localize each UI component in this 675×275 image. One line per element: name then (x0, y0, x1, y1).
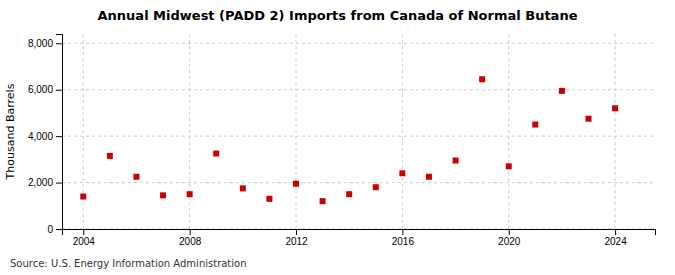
point (293, 181, 299, 187)
x-axis-tick: 2020 (498, 229, 521, 247)
grid-line-y (62, 89, 655, 90)
x-axis-tick-label: 2008 (179, 236, 202, 247)
point (373, 184, 379, 190)
point (107, 153, 113, 159)
x-axis-tick-label: 2012 (285, 236, 308, 247)
x-axis-tick: 2016 (392, 229, 415, 247)
y-axis-tick-mark (56, 136, 62, 137)
y-axis-title: Thousand Barrels (4, 83, 17, 180)
chart: 2004 2008 2012 2016 2020 2024 0 2,000 4,000 6,000… (0, 0, 675, 275)
point (346, 191, 352, 197)
y-axis-tick: 6,000 (28, 84, 62, 95)
point (612, 105, 618, 111)
y-axis-tick-label: 4,000 (28, 131, 53, 142)
y-axis: 0 2,000 4,000 6,000 8,000 (28, 35, 63, 235)
x-axis-tick-mark (190, 229, 191, 235)
y-axis-tick-mark (56, 43, 62, 44)
point (240, 185, 246, 191)
point (479, 76, 485, 82)
y-axis-tick: 4,000 (28, 131, 62, 142)
x-axis-tick: 2012 (285, 229, 308, 247)
point (399, 170, 405, 176)
x-axis: 2004 2008 2012 2016 2020 2024 (63, 229, 656, 247)
points (80, 76, 618, 204)
grid-line-x (615, 34, 616, 229)
grid-line-x (296, 34, 297, 229)
title: Annual Midwest (PADD 2) Imports from Can… (98, 8, 578, 23)
y-axis-tick-mark (56, 90, 62, 91)
point (213, 151, 219, 157)
x-axis-tick-mark (615, 229, 616, 235)
point (320, 198, 326, 204)
grid-line-x (402, 34, 403, 229)
point (586, 116, 592, 122)
grid-line-y (62, 136, 655, 137)
point (532, 122, 538, 128)
grid (62, 34, 655, 229)
x-axis-tick-mark (509, 229, 510, 235)
point (80, 194, 86, 200)
point (187, 191, 193, 197)
y-axis-tick-label: 6,000 (28, 84, 53, 95)
point (266, 196, 272, 202)
x-axis-line (63, 230, 656, 236)
y-axis-tick-mark (56, 229, 62, 230)
grid-line-x (83, 34, 84, 229)
point (133, 174, 139, 180)
y-axis-tick: 2,000 (28, 177, 62, 188)
grid-line-y (62, 182, 655, 183)
y-axis-tick-mark (56, 183, 62, 184)
x-axis-tick: 2004 (73, 229, 96, 247)
point (426, 174, 432, 180)
x-axis-tick-label: 2004 (73, 236, 96, 247)
x-axis-tick: 2008 (179, 229, 202, 247)
y-axis-tick-label: 8,000 (28, 38, 53, 49)
point (506, 163, 512, 169)
y-axis-tick: 0 (47, 224, 62, 235)
grid-line-x (508, 34, 509, 229)
x-axis-tick-label: 2020 (498, 236, 521, 247)
x-axis-tick-label: 2016 (392, 236, 415, 247)
x-axis-tick-mark (83, 229, 84, 235)
point (453, 158, 459, 164)
x-axis-tick-mark (296, 229, 297, 235)
plot-area: 2004 2008 2012 2016 2020 2024 0 2,000 4,000 6,000… (28, 34, 656, 247)
y-axis-tick-label: 2,000 (28, 177, 53, 188)
y-axis-tick-label: 0 (47, 224, 53, 235)
point (160, 192, 166, 198)
grid-line-x (189, 34, 190, 229)
y-axis-tick: 8,000 (28, 38, 62, 49)
point (559, 88, 565, 94)
annotation: Source: U.S. Energy Information Administ… (10, 258, 247, 269)
x-axis-tick: 2024 (604, 229, 627, 247)
grid-line-y (62, 43, 655, 44)
y-axis-line (56, 35, 63, 230)
x-axis-tick-mark (402, 229, 403, 235)
x-axis-tick-label: 2024 (604, 236, 627, 247)
